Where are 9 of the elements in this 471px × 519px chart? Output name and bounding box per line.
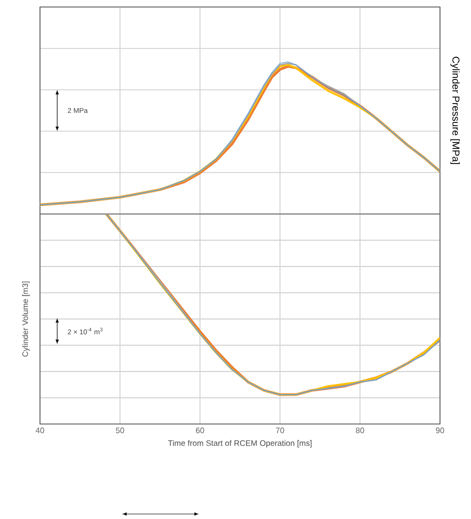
x-axis-title: Time from Start of RCEM Operation [ms] xyxy=(168,440,312,448)
x-tick-label: 60 xyxy=(196,428,204,434)
y-axis-title: Cylinder Pressure [MPa] xyxy=(450,56,460,164)
x-tick-label: 50 xyxy=(116,428,124,434)
x-tick-label: 40 xyxy=(36,428,44,434)
x-tick-label: 80 xyxy=(356,428,364,434)
x-tick-label: 70 xyxy=(276,428,284,434)
y-axis-title: Cylinder Volume [m3] xyxy=(22,282,30,357)
x-tick-label: 90 xyxy=(436,428,444,434)
